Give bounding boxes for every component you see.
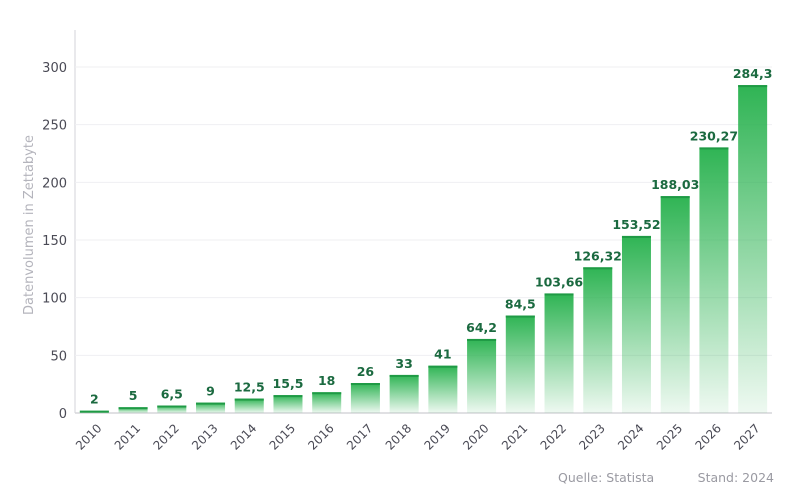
x-tick-label: 2018 bbox=[383, 421, 414, 452]
x-tick-label: 2025 bbox=[654, 421, 685, 452]
x-tick-label: 2010 bbox=[73, 421, 104, 452]
x-tick-label: 2013 bbox=[189, 421, 220, 452]
x-tick-label: 2017 bbox=[344, 421, 375, 452]
bar-2019 bbox=[428, 365, 458, 413]
bar-2025 bbox=[660, 196, 690, 413]
bar-top-edge bbox=[428, 365, 458, 368]
bar-top-edge bbox=[467, 338, 497, 341]
y-tick-label: 300 bbox=[42, 61, 67, 76]
data-label: 33 bbox=[395, 356, 412, 371]
bar-top-edge bbox=[544, 293, 574, 296]
x-tick-label: 2027 bbox=[731, 421, 762, 452]
bar-top-edge bbox=[583, 267, 613, 270]
bar-top-edge bbox=[699, 147, 729, 150]
data-label: 9 bbox=[206, 384, 215, 399]
x-tick-label: 2026 bbox=[693, 421, 724, 452]
data-label: 126,32 bbox=[574, 248, 622, 263]
data-label: 26 bbox=[357, 364, 375, 379]
bar-top-edge bbox=[738, 85, 768, 88]
y-tick-label: 250 bbox=[42, 119, 67, 134]
bar-2016 bbox=[312, 392, 342, 413]
x-tick-label: 2015 bbox=[267, 421, 298, 452]
bar-top-edge bbox=[234, 398, 264, 401]
x-tick-label: 2019 bbox=[421, 421, 452, 452]
data-label: 18 bbox=[318, 373, 335, 388]
bar-2024 bbox=[621, 235, 651, 413]
data-label: 5 bbox=[129, 388, 138, 403]
x-tick-label: 2024 bbox=[615, 421, 646, 452]
bar-top-edge bbox=[118, 407, 148, 410]
x-tick-label: 2021 bbox=[499, 421, 530, 452]
data-label: 12,5 bbox=[234, 380, 265, 395]
bar-2022 bbox=[544, 293, 574, 413]
x-tick-label: 2022 bbox=[538, 421, 569, 452]
data-label: 284,3 bbox=[733, 66, 773, 81]
bar-top-edge bbox=[621, 235, 651, 238]
x-tick-label: 2012 bbox=[150, 421, 181, 452]
data-label: 15,5 bbox=[273, 376, 304, 391]
bar-2014 bbox=[234, 398, 264, 413]
x-tick-label: 2023 bbox=[576, 421, 607, 452]
source-label: Quelle: Statista bbox=[558, 470, 654, 485]
x-tick-label: 2020 bbox=[460, 421, 491, 452]
bar-2015 bbox=[273, 395, 303, 413]
bar-2021 bbox=[505, 315, 535, 413]
y-tick-label: 200 bbox=[42, 176, 67, 191]
bar-top-edge bbox=[273, 395, 303, 398]
stand-label: Stand: 2024 bbox=[698, 470, 774, 485]
bar-2012 bbox=[157, 405, 187, 413]
data-label: 41 bbox=[434, 347, 451, 362]
y-axis-title: Datenvolumen in Zettabyte bbox=[22, 135, 37, 315]
bar-2017 bbox=[350, 383, 380, 413]
bar-2026 bbox=[699, 147, 729, 413]
data-label: 84,5 bbox=[505, 297, 536, 312]
bar-2020 bbox=[467, 338, 497, 413]
data-label: 188,03 bbox=[651, 177, 699, 192]
data-label: 2 bbox=[90, 392, 99, 407]
y-tick-label: 100 bbox=[42, 292, 67, 307]
bar-top-edge bbox=[312, 392, 342, 395]
data-label: 64,2 bbox=[466, 320, 497, 335]
y-tick-label: 50 bbox=[50, 349, 67, 364]
data-label: 103,66 bbox=[535, 274, 584, 289]
y-tick-label: 0 bbox=[59, 407, 67, 422]
bar-top-edge bbox=[505, 315, 535, 318]
x-tick-label: 2014 bbox=[228, 421, 259, 452]
data-label: 153,52 bbox=[612, 217, 660, 232]
y-tick-label: 150 bbox=[42, 234, 67, 249]
bar-top-edge bbox=[350, 383, 380, 386]
bar-top-edge bbox=[660, 196, 690, 199]
data-label: 230,27 bbox=[690, 128, 738, 143]
bar-top-edge bbox=[157, 405, 187, 408]
bar-2023 bbox=[583, 267, 613, 413]
bar-2027 bbox=[738, 85, 768, 413]
x-tick-label: 2011 bbox=[112, 421, 143, 452]
bar-top-edge bbox=[79, 410, 109, 413]
bar-top-edge bbox=[389, 374, 419, 377]
data-label: 6,5 bbox=[161, 387, 183, 402]
bar-2018 bbox=[389, 374, 419, 413]
bar-2013 bbox=[196, 402, 226, 413]
x-tick-label: 2016 bbox=[305, 421, 336, 452]
bar-top-edge bbox=[196, 402, 226, 405]
bar-2011 bbox=[118, 407, 148, 413]
